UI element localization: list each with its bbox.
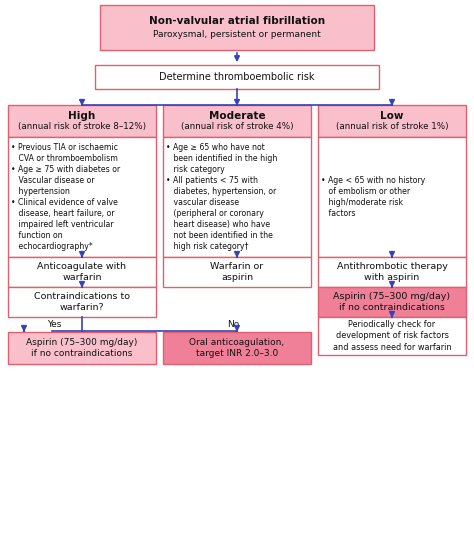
FancyBboxPatch shape bbox=[163, 105, 311, 137]
FancyBboxPatch shape bbox=[163, 137, 311, 257]
FancyBboxPatch shape bbox=[318, 317, 466, 355]
Text: Aspirin (75–300 mg/day)
if no contraindications: Aspirin (75–300 mg/day) if no contraindi… bbox=[27, 338, 137, 358]
Text: Periodically check for
development of risk factors
and assess need for warfarin: Periodically check for development of ri… bbox=[333, 320, 451, 351]
Text: (annual risk of stroke 8–12%): (annual risk of stroke 8–12%) bbox=[18, 121, 146, 131]
Text: Oral anticoagulation,
target INR 2.0–3.0: Oral anticoagulation, target INR 2.0–3.0 bbox=[190, 338, 284, 358]
Text: • Age ≥ 65 who have not
   been identified in the high
   risk category
• All pa: • Age ≥ 65 who have not been identified … bbox=[166, 143, 277, 251]
Text: No: No bbox=[227, 320, 239, 329]
Text: (annual risk of stroke 1%): (annual risk of stroke 1%) bbox=[336, 121, 448, 131]
Text: • Age < 65 with no history
   of embolism or other
   high/moderate risk
   fact: • Age < 65 with no history of embolism o… bbox=[321, 176, 425, 218]
Text: Non-valvular atrial fibrillation: Non-valvular atrial fibrillation bbox=[149, 16, 325, 27]
FancyBboxPatch shape bbox=[163, 332, 311, 364]
FancyBboxPatch shape bbox=[318, 137, 466, 257]
FancyBboxPatch shape bbox=[8, 137, 156, 257]
Text: Yes: Yes bbox=[47, 320, 61, 329]
Text: Warfarin or
aspirin: Warfarin or aspirin bbox=[210, 262, 264, 282]
Text: Moderate: Moderate bbox=[209, 111, 265, 121]
FancyBboxPatch shape bbox=[8, 287, 156, 317]
Text: Determine thromboembolic risk: Determine thromboembolic risk bbox=[159, 72, 315, 82]
FancyBboxPatch shape bbox=[100, 5, 374, 50]
Text: Aspirin (75–300 mg/day)
if no contraindications: Aspirin (75–300 mg/day) if no contraindi… bbox=[333, 292, 451, 312]
FancyBboxPatch shape bbox=[8, 105, 156, 137]
Text: Anticoagulate with
warfarin: Anticoagulate with warfarin bbox=[37, 262, 127, 282]
FancyBboxPatch shape bbox=[318, 105, 466, 137]
FancyBboxPatch shape bbox=[318, 257, 466, 287]
Text: Antithrombotic therapy
with aspirin: Antithrombotic therapy with aspirin bbox=[337, 262, 447, 282]
Text: Paroxysmal, persistent or permanent: Paroxysmal, persistent or permanent bbox=[153, 30, 321, 39]
Text: (annual risk of stroke 4%): (annual risk of stroke 4%) bbox=[181, 121, 293, 131]
FancyBboxPatch shape bbox=[95, 65, 379, 89]
Text: Contraindications to
warfarin?: Contraindications to warfarin? bbox=[34, 292, 130, 312]
Text: High: High bbox=[68, 111, 96, 121]
FancyBboxPatch shape bbox=[318, 287, 466, 317]
FancyBboxPatch shape bbox=[8, 257, 156, 287]
FancyBboxPatch shape bbox=[163, 257, 311, 287]
FancyBboxPatch shape bbox=[8, 332, 156, 364]
Text: Low: Low bbox=[380, 111, 404, 121]
Text: • Previous TIA or ischaemic
   CVA or thromboembolism
• Age ≥ 75 with diabetes o: • Previous TIA or ischaemic CVA or throm… bbox=[11, 143, 120, 251]
